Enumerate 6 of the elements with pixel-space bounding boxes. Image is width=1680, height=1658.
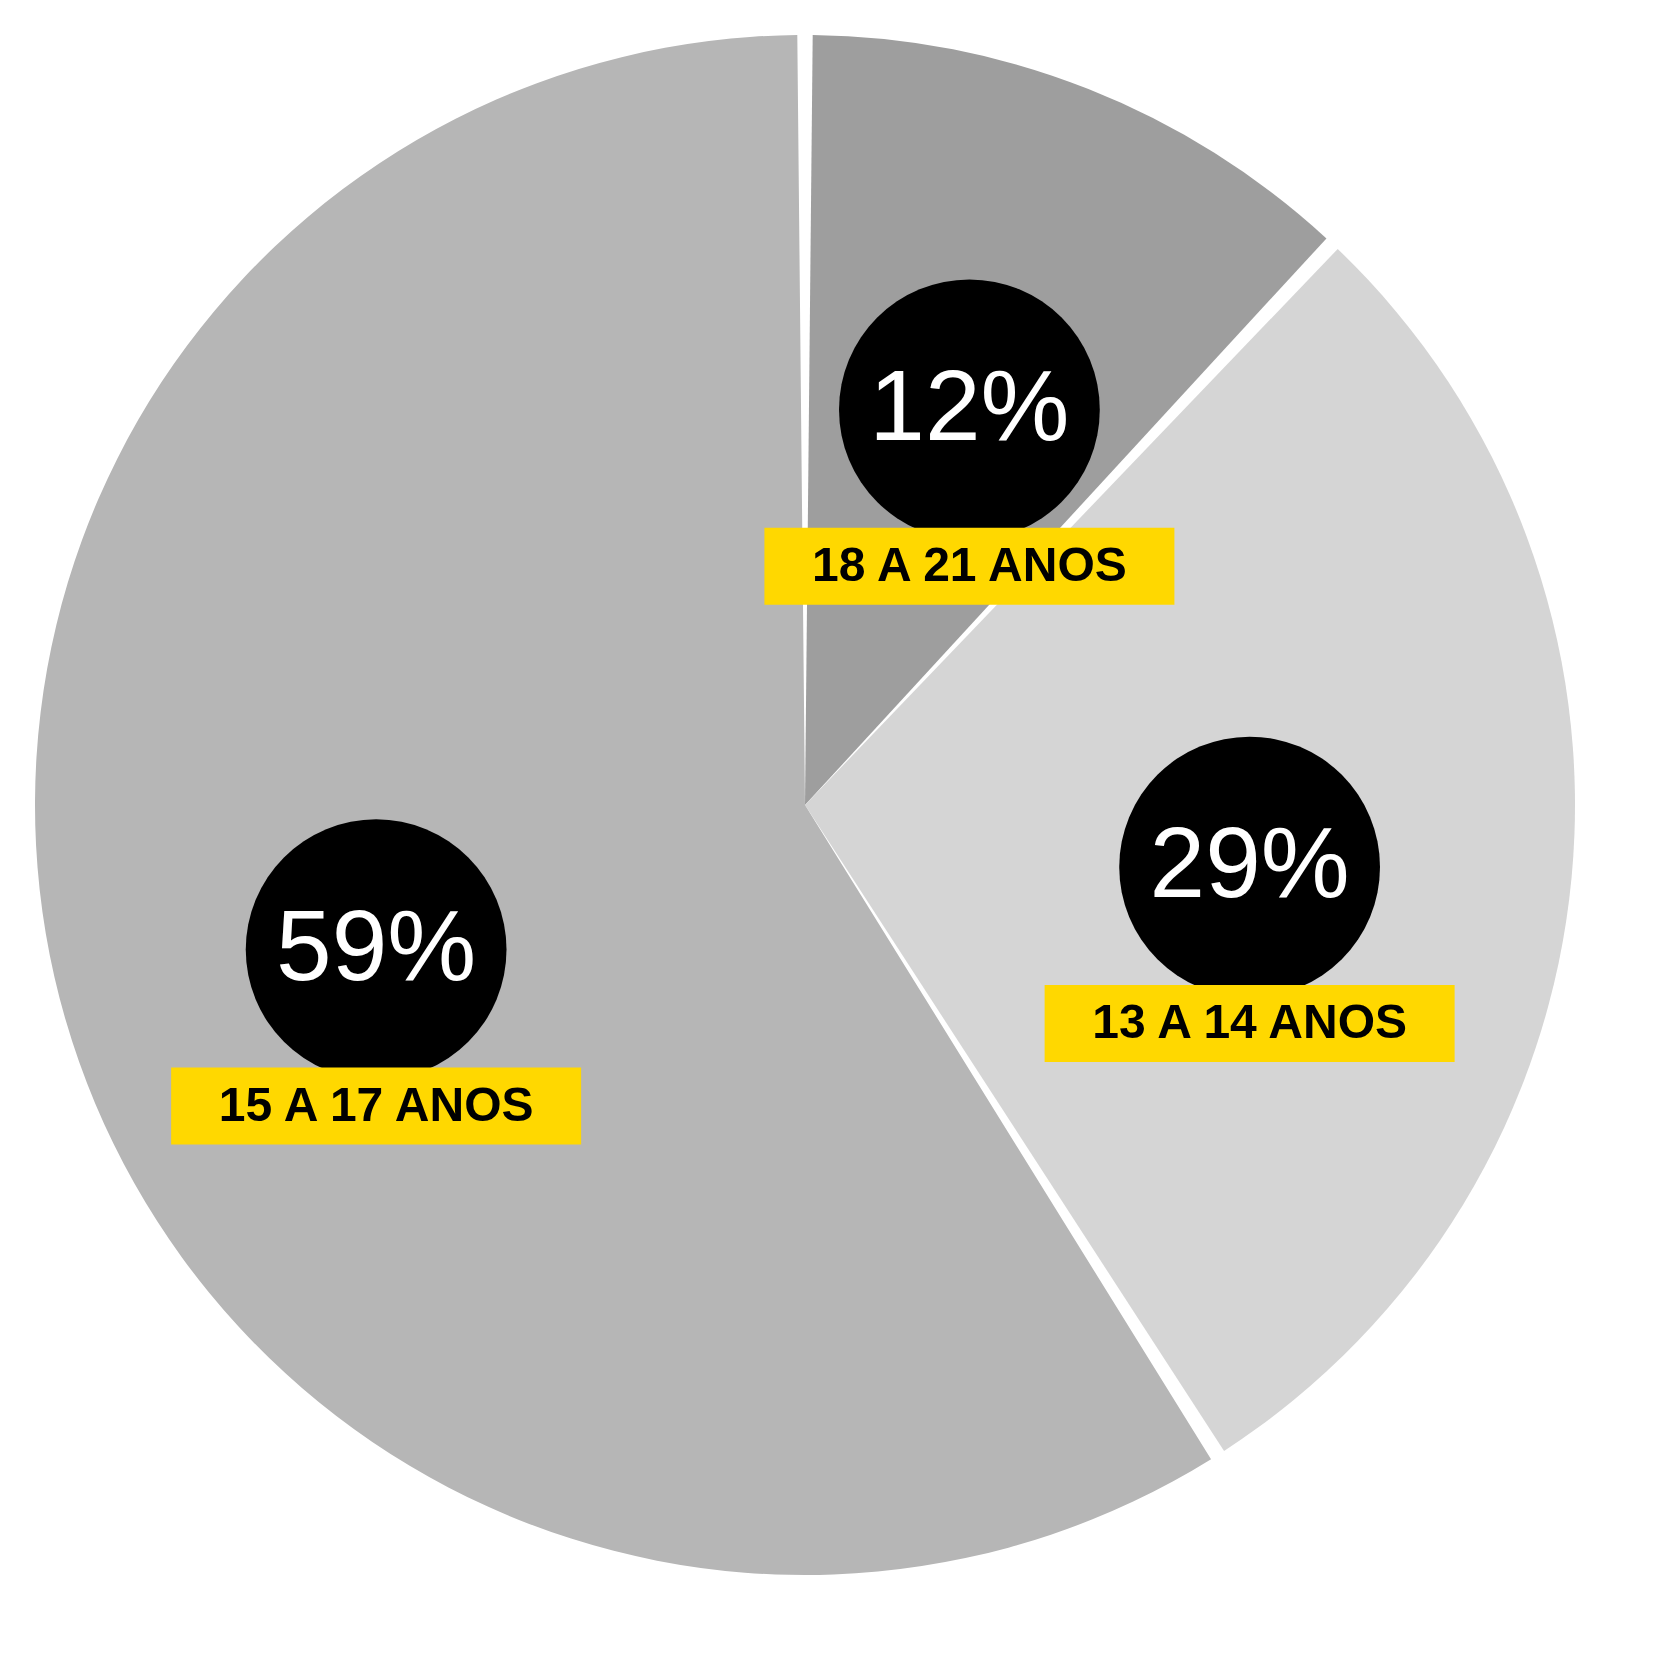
data-label: 29% — [1149, 806, 1350, 919]
data-label: 12% — [869, 348, 1070, 461]
slice-label: 15 A 17 ANOS — [218, 1077, 534, 1131]
slice-label: 18 A 21 ANOS — [812, 537, 1127, 591]
slice-label: 13 A 14 ANOS — [1092, 995, 1408, 1049]
data-label: 59% — [276, 888, 477, 1001]
